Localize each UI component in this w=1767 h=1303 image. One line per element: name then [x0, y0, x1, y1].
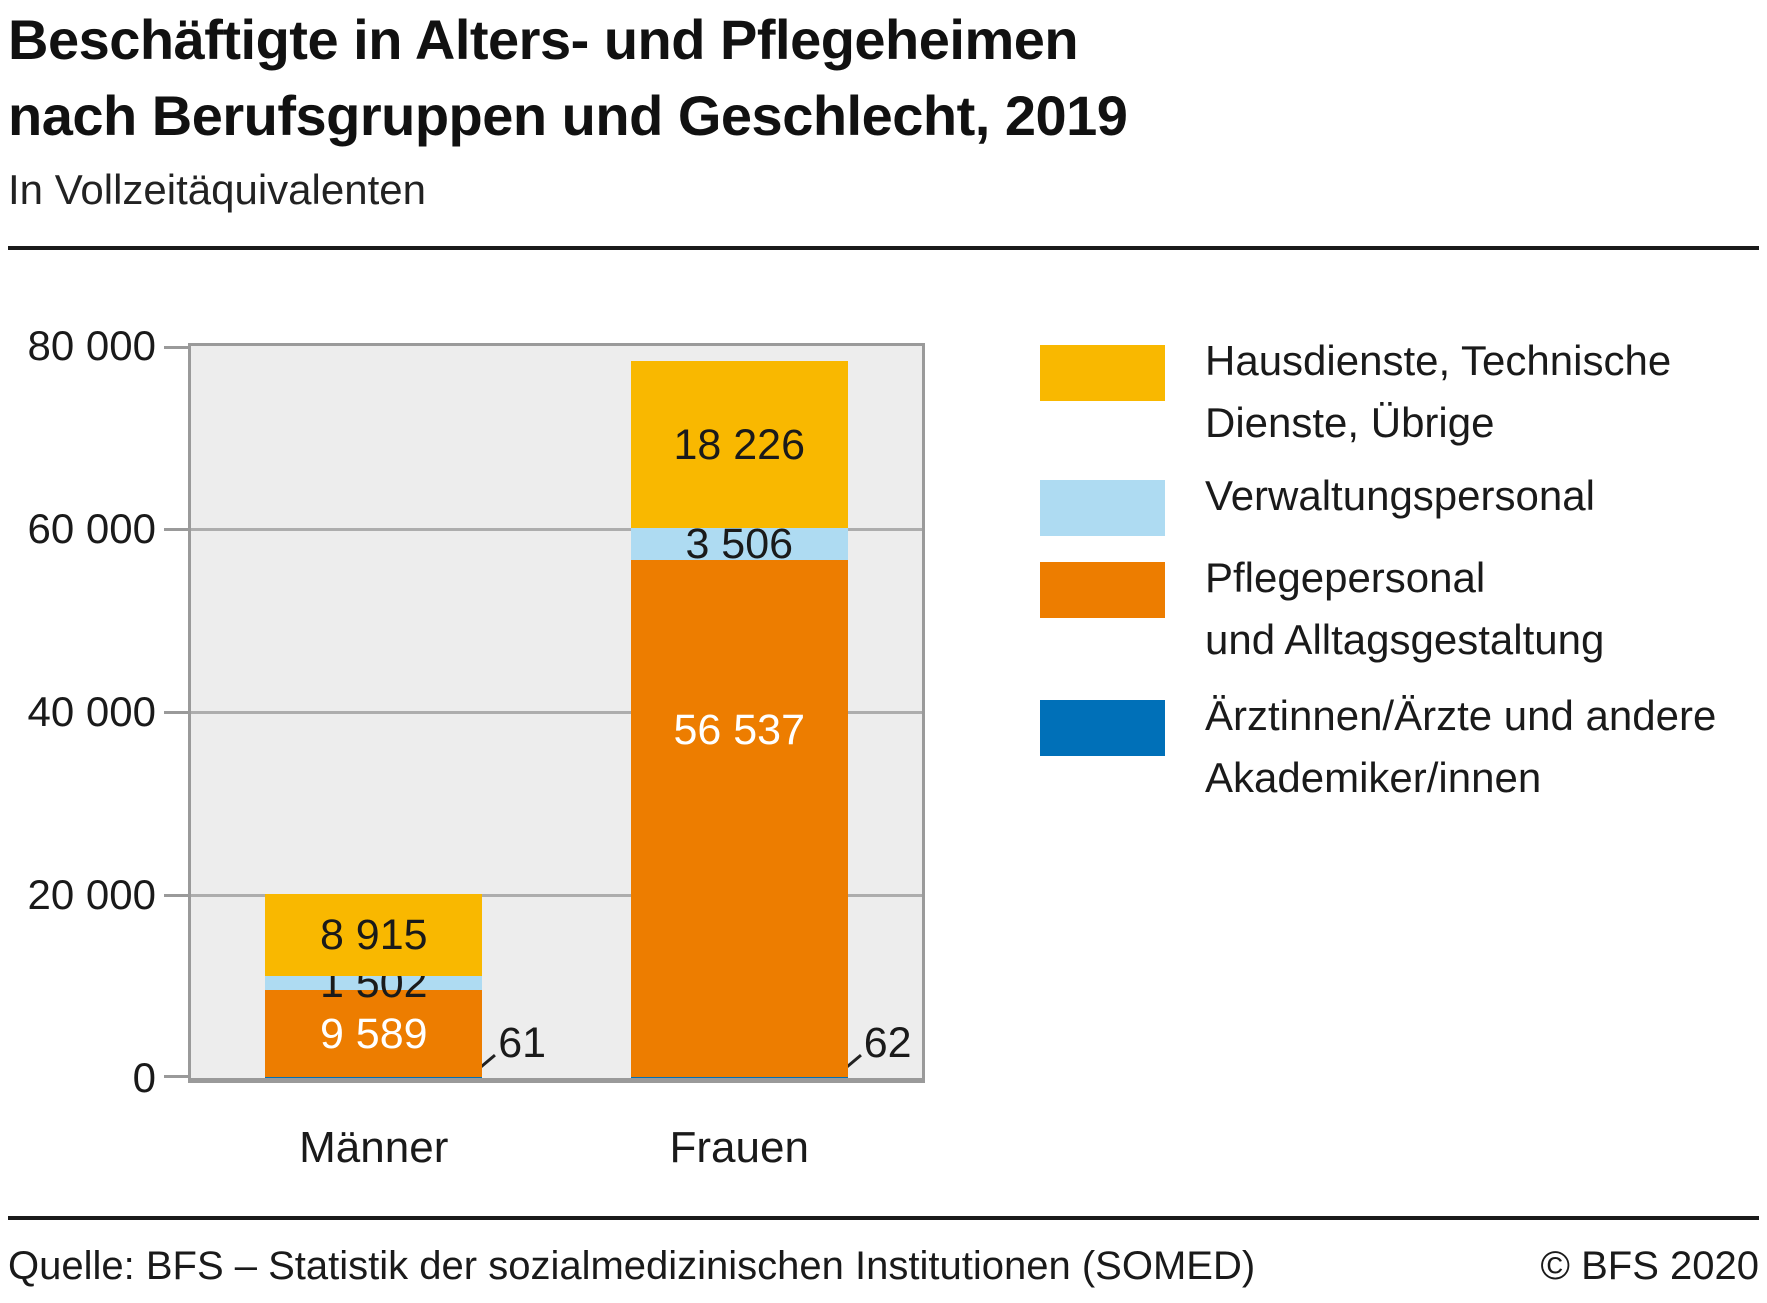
copyright-note: © BFS 2020: [1540, 1244, 1759, 1288]
bar-segment: [265, 894, 483, 976]
footer-divider: [8, 1216, 1759, 1220]
header-divider: [8, 246, 1759, 250]
bar-value-label: 56 537: [673, 706, 806, 755]
legend-label: Ärztinnen/Ärzte und andere Akademiker/inn…: [1205, 692, 1717, 801]
legend-swatch: [1040, 480, 1165, 536]
y-axis-tick-label: 40 000: [27, 688, 156, 735]
bar-value-label: 8 915: [319, 911, 428, 960]
bar-segment: [630, 1077, 848, 1078]
x-axis-category-label: Männer: [299, 1123, 449, 1172]
page-title: Beschäftigte in Alters- und Pflegeheimen…: [8, 2, 1128, 154]
bar-value-label: 9 589: [319, 1009, 428, 1058]
plot-area: 0 20 000 40 000 60 000 80 000 61 9 589 1 502 8 9…: [28, 322, 925, 1172]
legend-swatch: [1040, 700, 1165, 756]
y-axis-tick: [164, 893, 188, 897]
legend-label: Pflegepersonal und Alltagsgestaltung: [1205, 554, 1605, 663]
y-axis-tick: [164, 1075, 188, 1078]
legend-label: Hausdienste, Technische Dienste, Übrige: [1205, 337, 1672, 446]
title-line-2: nach Berufsgruppen und Geschlecht, 2019: [8, 84, 1128, 147]
source-note: Quelle: BFS – Statistik der sozialmedizi…: [8, 1244, 1256, 1288]
gridline: [191, 893, 922, 897]
gridline: [191, 527, 922, 531]
y-axis-tick: [164, 527, 188, 531]
y-axis-tick-label: 20 000: [27, 871, 156, 918]
bar-value-label: 18 226: [673, 420, 806, 469]
bar-segment: [265, 989, 483, 1078]
bar-segment: [265, 1077, 483, 1078]
page-subtitle: In Vollzeitäquivalenten: [8, 166, 426, 213]
bar-segment: [630, 361, 848, 529]
x-axis-category-label: Frauen: [669, 1123, 809, 1172]
legend-swatch: [1040, 562, 1165, 618]
bar-segment: [630, 560, 848, 1078]
bar-value-label: 3 506: [685, 520, 794, 569]
y-axis-tick: [164, 710, 188, 714]
y-axis-tick: [164, 346, 188, 349]
y-axis-tick-label: 60 000: [27, 505, 156, 552]
bar-segment: [630, 528, 848, 561]
y-axis-tick-label: 0: [132, 1054, 156, 1101]
gridline: [191, 710, 922, 714]
legend-label: Verwaltungspersonal: [1205, 472, 1595, 519]
y-axis-tick-label: 80 000: [27, 322, 156, 369]
title-line-1: Beschäftigte in Alters- und Pflegeheimen: [8, 8, 1079, 71]
bar-segment: [265, 975, 483, 990]
callout-value-label: 62: [863, 1019, 912, 1067]
legend-swatch: [1040, 345, 1165, 401]
callout-value-label: 61: [498, 1019, 547, 1067]
